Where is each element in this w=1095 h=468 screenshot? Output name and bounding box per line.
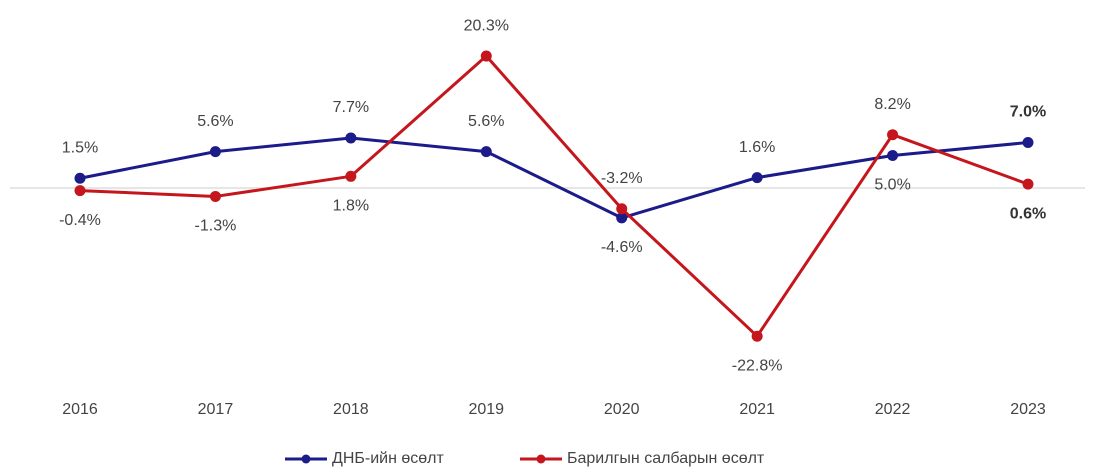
legend-label: Барилгын салбарын өсөлт bbox=[567, 450, 765, 467]
x-tick-label: 2019 bbox=[468, 401, 504, 418]
data-label: 5.0% bbox=[874, 177, 910, 194]
data-label: -4.6% bbox=[601, 239, 643, 256]
point bbox=[74, 172, 86, 184]
data-label: -3.2% bbox=[601, 170, 643, 187]
x-tick-label: 2020 bbox=[604, 401, 640, 418]
x-tick-label: 2022 bbox=[875, 401, 911, 418]
legend-dot bbox=[536, 454, 546, 464]
point bbox=[209, 146, 221, 158]
data-label: -0.4% bbox=[59, 212, 101, 229]
point bbox=[887, 150, 899, 161]
x-tick-label: 2021 bbox=[739, 401, 775, 418]
legend-label: ДНБ-ийн өсөлт bbox=[332, 450, 445, 467]
point bbox=[751, 330, 763, 342]
point bbox=[1022, 137, 1034, 148]
data-label: 7.7% bbox=[333, 99, 369, 116]
data-label: 5.6% bbox=[197, 113, 233, 130]
data-label: 8.2% bbox=[874, 96, 910, 113]
point bbox=[480, 50, 492, 62]
point bbox=[1022, 178, 1034, 190]
data-label: 1.5% bbox=[62, 139, 98, 156]
data-label: 1.8% bbox=[333, 198, 369, 215]
legend-dot bbox=[301, 454, 311, 464]
point bbox=[345, 170, 357, 182]
x-tick-label: 2017 bbox=[198, 401, 234, 418]
data-label: 1.6% bbox=[739, 139, 775, 156]
x-tick-label: 2018 bbox=[333, 401, 369, 418]
point bbox=[751, 172, 763, 184]
point bbox=[209, 190, 221, 202]
point bbox=[345, 132, 357, 144]
data-label: -22.8% bbox=[732, 357, 783, 374]
data-label: 5.6% bbox=[468, 113, 504, 130]
data-label: 7.0% bbox=[1010, 104, 1046, 121]
x-tick-label: 2016 bbox=[62, 401, 98, 418]
point bbox=[887, 129, 899, 141]
point bbox=[616, 203, 628, 215]
series-line bbox=[79, 54, 1029, 338]
data-label: 0.6% bbox=[1010, 205, 1046, 222]
data-label: -1.3% bbox=[195, 218, 237, 235]
point bbox=[74, 185, 86, 197]
x-tick-label: 2023 bbox=[1010, 401, 1046, 418]
point bbox=[480, 146, 492, 158]
series-line bbox=[79, 136, 1029, 220]
point bbox=[616, 212, 628, 224]
data-label: 20.3% bbox=[464, 17, 509, 34]
